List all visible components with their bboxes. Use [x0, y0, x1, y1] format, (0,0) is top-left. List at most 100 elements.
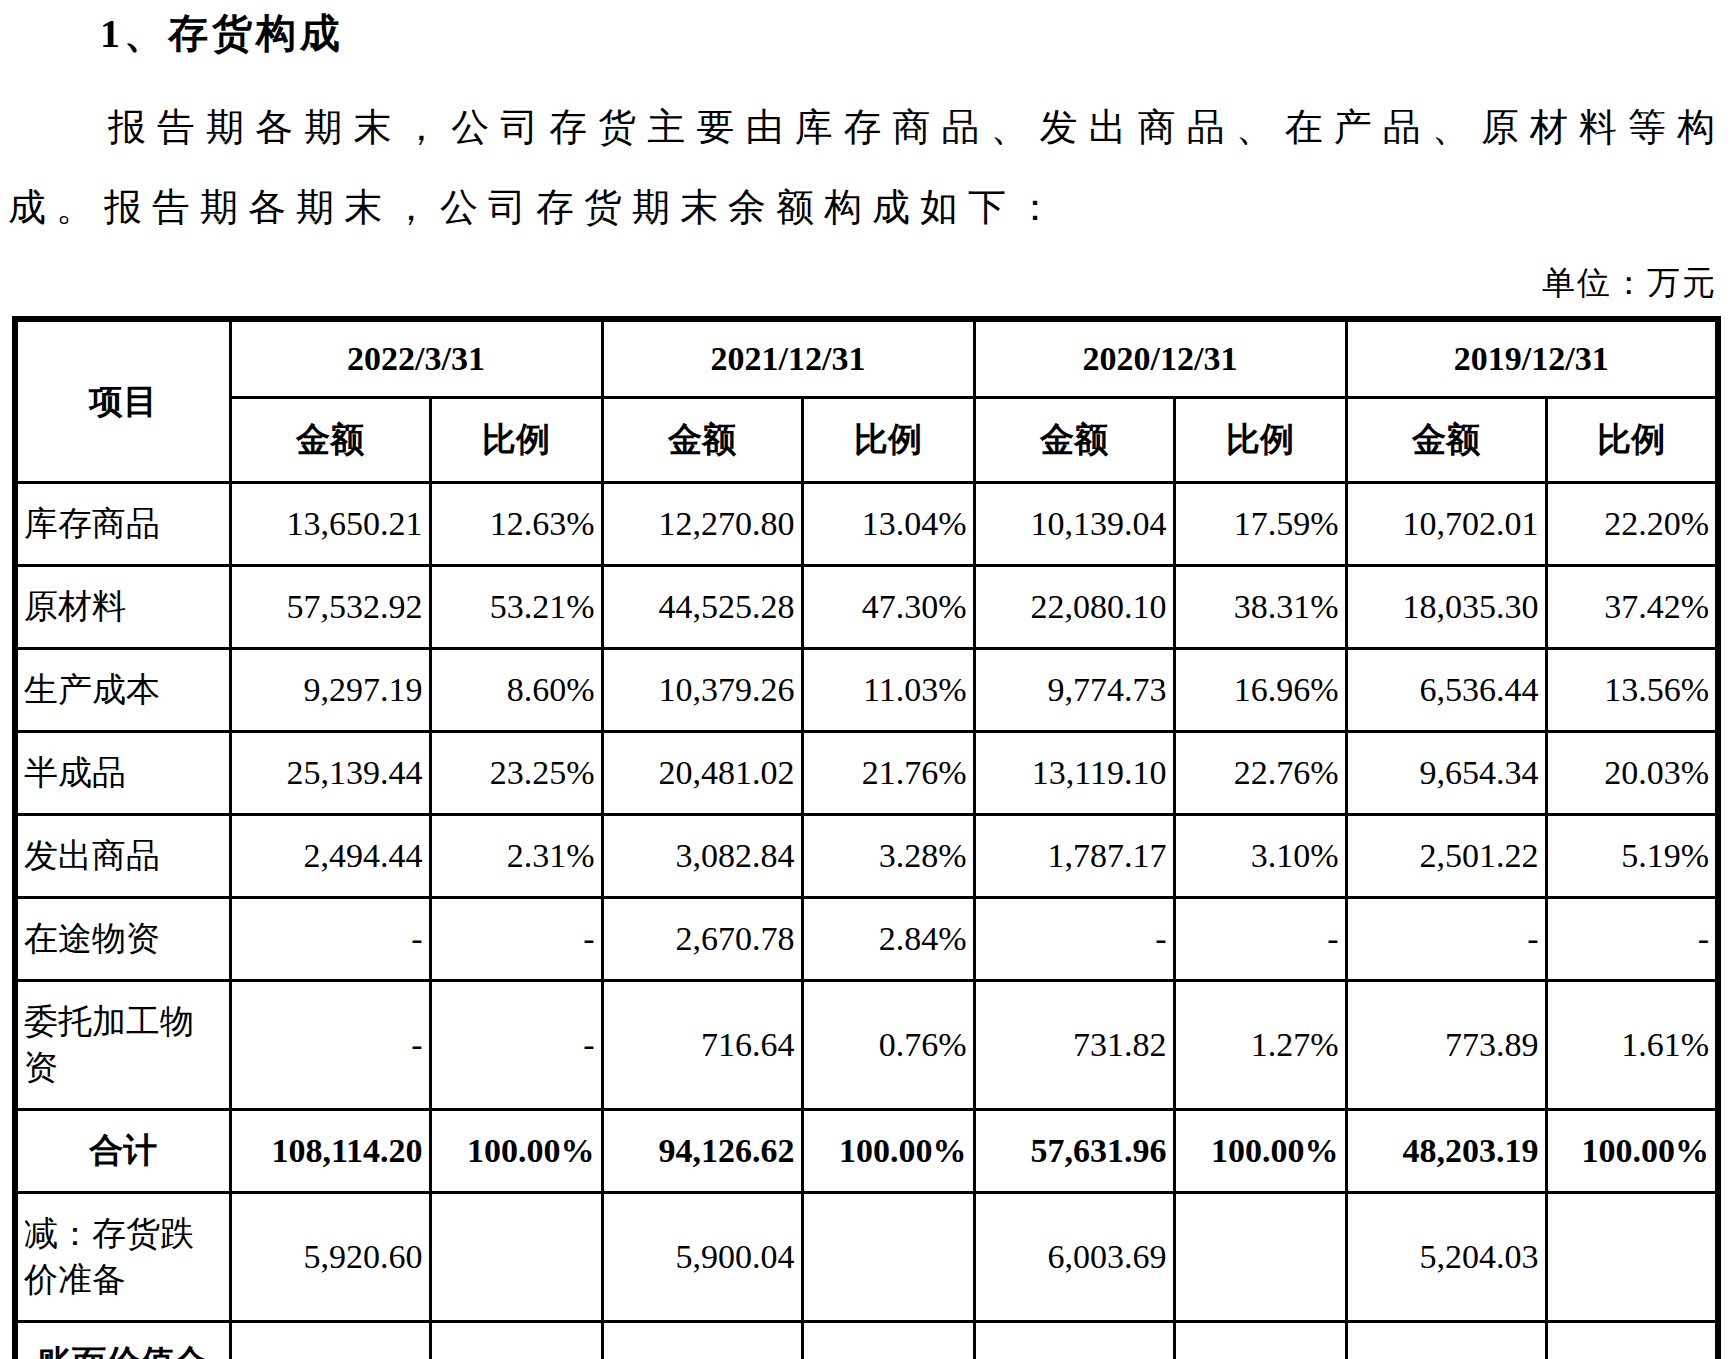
row-label: 库存商品: [15, 483, 230, 566]
amount-header: 金额: [230, 398, 430, 483]
cell-ratio: 2.84%: [802, 898, 974, 981]
cell-ratio: [1174, 1193, 1346, 1322]
cell-ratio: [430, 1322, 602, 1359]
cell-amount: 20,481.02: [602, 732, 802, 815]
cell-amount: 51,628.28: [974, 1322, 1174, 1359]
table-row-semi-finished: 半成品 25,139.44 23.25% 20,481.02 21.76% 13…: [15, 732, 1718, 815]
cell-amount: 1,787.17: [974, 815, 1174, 898]
cell-ratio: [802, 1193, 974, 1322]
cell-ratio: 20.03%: [1546, 732, 1718, 815]
cell-ratio: 1.27%: [1174, 981, 1346, 1110]
table-row-total: 合计 108,114.20 100.00% 94,126.62 100.00% …: [15, 1110, 1718, 1193]
cell-ratio: -: [430, 898, 602, 981]
cell-amount: 57,532.92: [230, 566, 430, 649]
ratio-header: 比例: [430, 398, 602, 483]
row-label: 委托加工物资: [15, 981, 230, 1110]
cell-amount: 773.89: [1346, 981, 1546, 1110]
cell-amount: 57,631.96: [974, 1110, 1174, 1193]
cell-ratio: -: [1546, 898, 1718, 981]
table-row-goods-in-transit: 在途物资 - - 2,670.78 2.84% - - - -: [15, 898, 1718, 981]
cell-amount: 13,650.21: [230, 483, 430, 566]
cell-ratio: 8.60%: [430, 649, 602, 732]
table-row-raw-materials: 原材料 57,532.92 53.21% 44,525.28 47.30% 22…: [15, 566, 1718, 649]
amount-header: 金额: [974, 398, 1174, 483]
cell-ratio: 13.56%: [1546, 649, 1718, 732]
row-label: 账面价值合计: [15, 1322, 230, 1359]
table-header-row-periods: 项目 2022/3/31 2021/12/31 2020/12/31 2019/…: [15, 319, 1718, 398]
cell-ratio: 100.00%: [1546, 1110, 1718, 1193]
cell-ratio: -: [1174, 898, 1346, 981]
cell-amount: 25,139.44: [230, 732, 430, 815]
cell-amount: 13,119.10: [974, 732, 1174, 815]
cell-amount: 42,999.16: [1346, 1322, 1546, 1359]
ratio-header: 比例: [1174, 398, 1346, 483]
cell-amount: 94,126.62: [602, 1110, 802, 1193]
cell-ratio: 11.03%: [802, 649, 974, 732]
table-row-inventory-goods: 库存商品 13,650.21 12.63% 12,270.80 13.04% 1…: [15, 483, 1718, 566]
row-label: 在途物资: [15, 898, 230, 981]
cell-amount: 6,003.69: [974, 1193, 1174, 1322]
cell-ratio: 21.76%: [802, 732, 974, 815]
cell-amount: 9,774.73: [974, 649, 1174, 732]
cell-ratio: 47.30%: [802, 566, 974, 649]
amount-header: 金额: [602, 398, 802, 483]
cell-ratio: 0.76%: [802, 981, 974, 1110]
cell-ratio: 37.42%: [1546, 566, 1718, 649]
cell-ratio: 3.10%: [1174, 815, 1346, 898]
inventory-composition-table: 项目 2022/3/31 2021/12/31 2020/12/31 2019/…: [12, 316, 1721, 1359]
table-row-production-cost: 生产成本 9,297.19 8.60% 10,379.26 11.03% 9,7…: [15, 649, 1718, 732]
cell-ratio: 12.63%: [430, 483, 602, 566]
cell-amount: 22,080.10: [974, 566, 1174, 649]
cell-ratio: 1.61%: [1546, 981, 1718, 1110]
cell-amount: 10,379.26: [602, 649, 802, 732]
period-header: 2020/12/31: [974, 319, 1346, 398]
cell-ratio: [1546, 1322, 1718, 1359]
period-header: 2021/12/31: [602, 319, 974, 398]
table-row-book-value-total: 账面价值合计 102,193.60 88,226.58 51,628.28 42…: [15, 1322, 1718, 1359]
cell-ratio: [802, 1322, 974, 1359]
cell-amount: 6,536.44: [1346, 649, 1546, 732]
cell-amount: 2,501.22: [1346, 815, 1546, 898]
cell-ratio: 22.76%: [1174, 732, 1346, 815]
cell-ratio: 3.28%: [802, 815, 974, 898]
cell-amount: 5,920.60: [230, 1193, 430, 1322]
cell-amount: 102,193.60: [230, 1322, 430, 1359]
cell-ratio: 22.20%: [1546, 483, 1718, 566]
unit-label: 单位：万元: [0, 261, 1717, 306]
cell-ratio: 5.19%: [1546, 815, 1718, 898]
cell-ratio: 38.31%: [1174, 566, 1346, 649]
row-label: 减：存货跌价准备: [15, 1193, 230, 1322]
period-header: 2022/3/31: [230, 319, 602, 398]
cell-ratio: 2.31%: [430, 815, 602, 898]
cell-amount: 18,035.30: [1346, 566, 1546, 649]
cell-amount: 108,114.20: [230, 1110, 430, 1193]
cell-amount: 731.82: [974, 981, 1174, 1110]
cell-amount: 3,082.84: [602, 815, 802, 898]
cell-ratio: 100.00%: [802, 1110, 974, 1193]
cell-amount: 48,203.19: [1346, 1110, 1546, 1193]
amount-header: 金额: [1346, 398, 1546, 483]
corner-header: 项目: [15, 319, 230, 483]
cell-amount: -: [230, 898, 430, 981]
cell-amount: 10,139.04: [974, 483, 1174, 566]
cell-ratio: 53.21%: [430, 566, 602, 649]
section-title: 1、存货构成: [100, 6, 1733, 61]
cell-amount: -: [1346, 898, 1546, 981]
cell-ratio: 16.96%: [1174, 649, 1346, 732]
cell-amount: 5,204.03: [1346, 1193, 1546, 1322]
period-header: 2019/12/31: [1346, 319, 1718, 398]
cell-amount: 9,654.34: [1346, 732, 1546, 815]
cell-amount: -: [230, 981, 430, 1110]
cell-amount: 9,297.19: [230, 649, 430, 732]
cell-amount: 2,670.78: [602, 898, 802, 981]
cell-amount: -: [974, 898, 1174, 981]
cell-amount: 5,900.04: [602, 1193, 802, 1322]
cell-ratio: 100.00%: [430, 1110, 602, 1193]
table-row-consigned-processing: 委托加工物资 - - 716.64 0.76% 731.82 1.27% 773…: [15, 981, 1718, 1110]
row-label: 发出商品: [15, 815, 230, 898]
cell-amount: 2,494.44: [230, 815, 430, 898]
cell-amount: 716.64: [602, 981, 802, 1110]
table-row-goods-shipped: 发出商品 2,494.44 2.31% 3,082.84 3.28% 1,787…: [15, 815, 1718, 898]
cell-ratio: 17.59%: [1174, 483, 1346, 566]
cell-ratio: 100.00%: [1174, 1110, 1346, 1193]
